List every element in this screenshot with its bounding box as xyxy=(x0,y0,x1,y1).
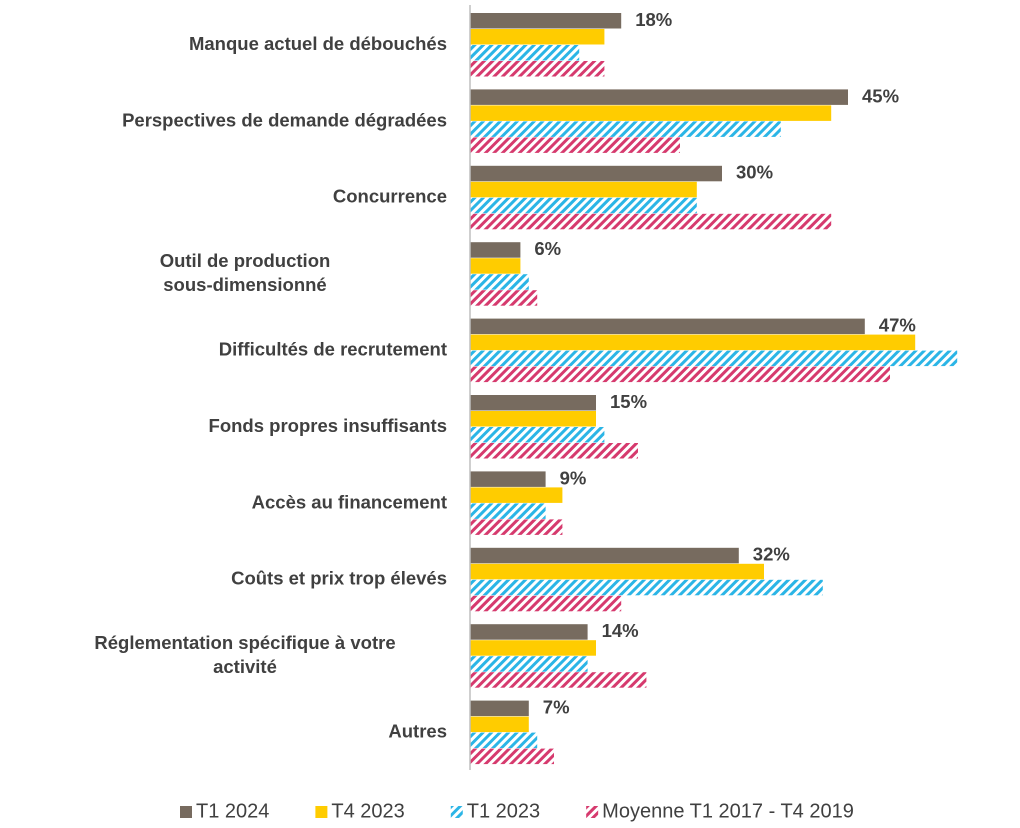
bar xyxy=(470,121,781,137)
bar xyxy=(470,13,622,29)
value-label: 14% xyxy=(602,620,639,641)
legend-label: T1 2023 xyxy=(467,800,540,822)
bar xyxy=(470,350,958,367)
category-label: Accès au financement xyxy=(252,491,447,512)
bar xyxy=(470,137,680,153)
category-label: Fonds propres insuffisants xyxy=(209,415,447,436)
bar xyxy=(470,595,622,612)
bar xyxy=(470,258,521,274)
bar xyxy=(470,547,739,564)
bar xyxy=(470,471,546,487)
value-label: 9% xyxy=(560,467,587,488)
bar xyxy=(470,181,697,198)
bar xyxy=(470,579,823,596)
bar xyxy=(470,29,605,45)
bar xyxy=(470,748,554,765)
bar xyxy=(470,45,580,61)
bar xyxy=(470,274,529,290)
bar xyxy=(470,334,916,351)
bar xyxy=(470,563,764,580)
category-label: Concurrence xyxy=(333,186,447,207)
legend-label: T1 2024 xyxy=(196,800,269,822)
category-label: Réglementation spécifique à votre xyxy=(94,632,395,653)
value-label: 45% xyxy=(862,85,899,106)
bar xyxy=(470,242,521,258)
legend-marker xyxy=(450,806,463,818)
bar xyxy=(470,89,848,105)
bar xyxy=(470,197,697,214)
category-label: sous-dimensionné xyxy=(163,274,326,295)
value-label: 7% xyxy=(543,696,570,717)
bar xyxy=(470,318,865,335)
value-label: 6% xyxy=(534,238,561,259)
bar xyxy=(470,640,596,656)
legend-label: T4 2023 xyxy=(331,800,404,822)
value-label: 30% xyxy=(736,162,773,183)
bar xyxy=(470,503,546,519)
legend-marker xyxy=(315,806,328,818)
bar xyxy=(470,366,890,383)
bar xyxy=(470,732,538,749)
value-label: 32% xyxy=(753,544,790,565)
bar xyxy=(470,105,832,121)
bar xyxy=(470,395,596,411)
legend-label: Moyenne T1 2017 - T4 2019 xyxy=(602,800,854,822)
bar xyxy=(470,443,638,459)
bar xyxy=(470,672,647,688)
bar xyxy=(470,716,529,733)
bar xyxy=(470,624,588,640)
value-label: 47% xyxy=(879,314,916,335)
bar xyxy=(470,427,605,443)
bar xyxy=(470,487,563,503)
bar xyxy=(470,411,596,427)
legend-marker xyxy=(586,806,599,818)
bar xyxy=(470,61,605,77)
category-label: Manque actuel de débouchés xyxy=(189,33,447,54)
category-label: Outil de production xyxy=(160,250,331,271)
value-label: 18% xyxy=(635,9,672,30)
bar xyxy=(470,519,563,535)
category-label: activité xyxy=(213,656,277,677)
bar xyxy=(470,290,538,306)
category-label: Coûts et prix trop élevés xyxy=(231,568,447,589)
value-label: 15% xyxy=(610,391,647,412)
bar xyxy=(470,700,529,717)
category-label: Autres xyxy=(388,720,447,741)
category-label: Difficultés de recrutement xyxy=(219,338,447,359)
bar xyxy=(470,165,722,182)
bar xyxy=(470,656,588,672)
legend-marker xyxy=(180,806,192,818)
bar xyxy=(470,213,832,230)
category-label: Perspectives de demande dégradées xyxy=(122,109,447,130)
